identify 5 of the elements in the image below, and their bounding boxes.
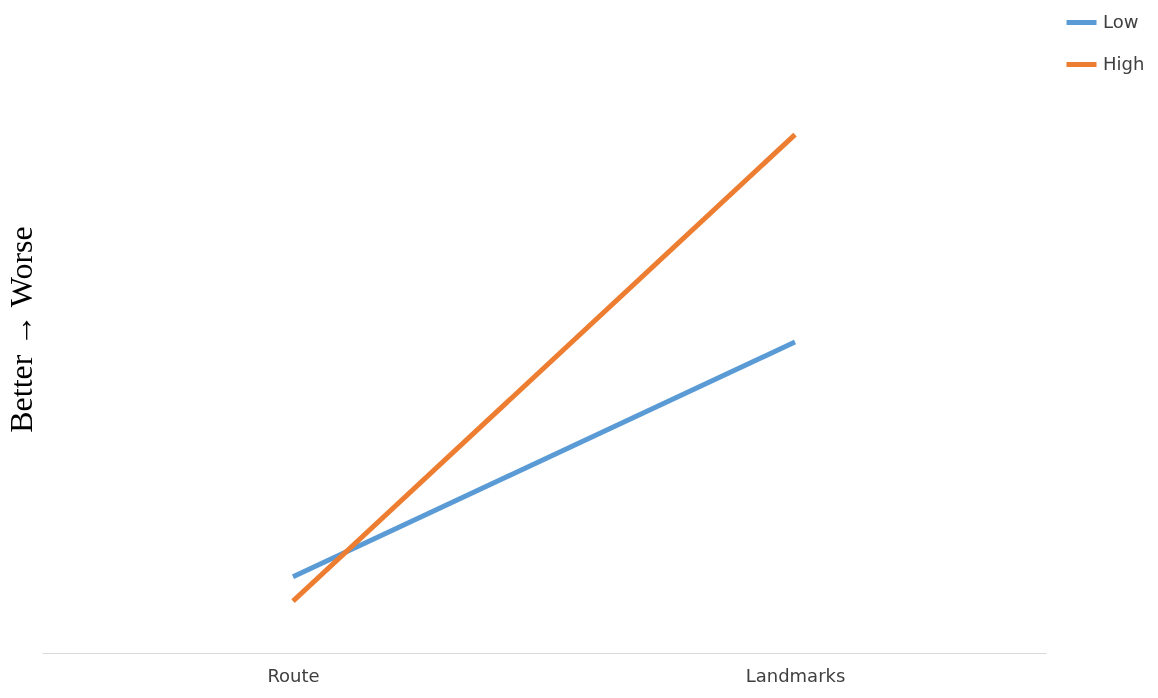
x-tick-label: Landmarks bbox=[745, 664, 846, 686]
legend-label: Low bbox=[1103, 10, 1139, 32]
x-tick-label: Route bbox=[267, 664, 320, 686]
legend-label: High bbox=[1103, 52, 1145, 74]
y-axis-title: Better → Worse bbox=[2, 226, 39, 433]
